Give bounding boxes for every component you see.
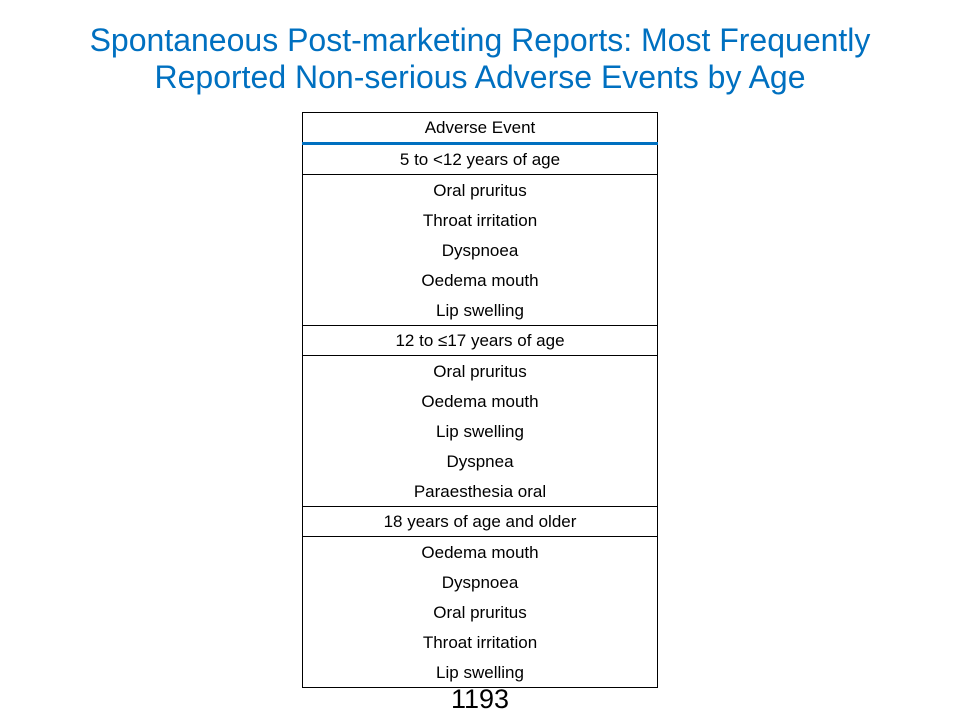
slide-title-line-2: Reported Non-serious Adverse Events by A… <box>154 59 806 95</box>
table-row: Dyspnea <box>302 446 658 476</box>
adverse-event-cell: Paraesthesia oral <box>302 476 658 507</box>
table-row: Lip swelling <box>302 416 658 446</box>
adverse-event-cell: Oral pruritus <box>302 355 658 386</box>
table-row: Oral pruritus <box>302 355 658 386</box>
adverse-event-cell: Throat irritation <box>302 205 658 235</box>
adverse-events-table-container: Adverse Event 5 to <12 years of age Oral… <box>302 112 658 688</box>
table-row: Dyspnoea <box>302 235 658 265</box>
adverse-event-cell: Lip swelling <box>302 416 658 446</box>
table-header-row: Adverse Event <box>302 112 658 145</box>
adverse-events-table: Adverse Event 5 to <12 years of age Oral… <box>302 112 658 688</box>
table-row: Paraesthesia oral <box>302 476 658 507</box>
table-row: Lip swelling <box>302 657 658 688</box>
adverse-event-cell: Dyspnoea <box>302 235 658 265</box>
table-row: Oedema mouth <box>302 386 658 416</box>
age-group-label: 18 years of age and older <box>302 506 658 537</box>
age-group-row: 12 to ≤17 years of age <box>302 325 658 356</box>
adverse-event-cell: Oral pruritus <box>302 597 658 627</box>
table-row: Dyspnoea <box>302 567 658 597</box>
adverse-event-cell: Lip swelling <box>302 657 658 688</box>
adverse-event-cell: Dyspnea <box>302 446 658 476</box>
slide-title: Spontaneous Post-marketing Reports: Most… <box>0 22 960 96</box>
adverse-event-cell: Throat irritation <box>302 627 658 657</box>
age-group-label: 12 to ≤17 years of age <box>302 325 658 356</box>
age-group-label: 5 to <12 years of age <box>302 143 658 175</box>
table-row: Oral pruritus <box>302 174 658 205</box>
adverse-event-cell: Oedema mouth <box>302 386 658 416</box>
adverse-event-cell: Lip swelling <box>302 295 658 326</box>
slide-title-line-1: Spontaneous Post-marketing Reports: Most… <box>89 22 871 58</box>
adverse-event-cell: Dyspnoea <box>302 567 658 597</box>
age-group-row: 18 years of age and older <box>302 506 658 537</box>
table-row: Throat irritation <box>302 205 658 235</box>
table-row: Lip swelling <box>302 295 658 326</box>
adverse-event-cell: Oedema mouth <box>302 265 658 295</box>
column-header-adverse-event: Adverse Event <box>302 112 658 145</box>
table-row: Oedema mouth <box>302 536 658 567</box>
table-row: Oral pruritus <box>302 597 658 627</box>
table-row: Throat irritation <box>302 627 658 657</box>
adverse-event-cell: Oral pruritus <box>302 174 658 205</box>
age-group-row: 5 to <12 years of age <box>302 143 658 175</box>
adverse-event-cell: Oedema mouth <box>302 536 658 567</box>
table-row: Oedema mouth <box>302 265 658 295</box>
page-number: 1193 <box>450 684 510 714</box>
